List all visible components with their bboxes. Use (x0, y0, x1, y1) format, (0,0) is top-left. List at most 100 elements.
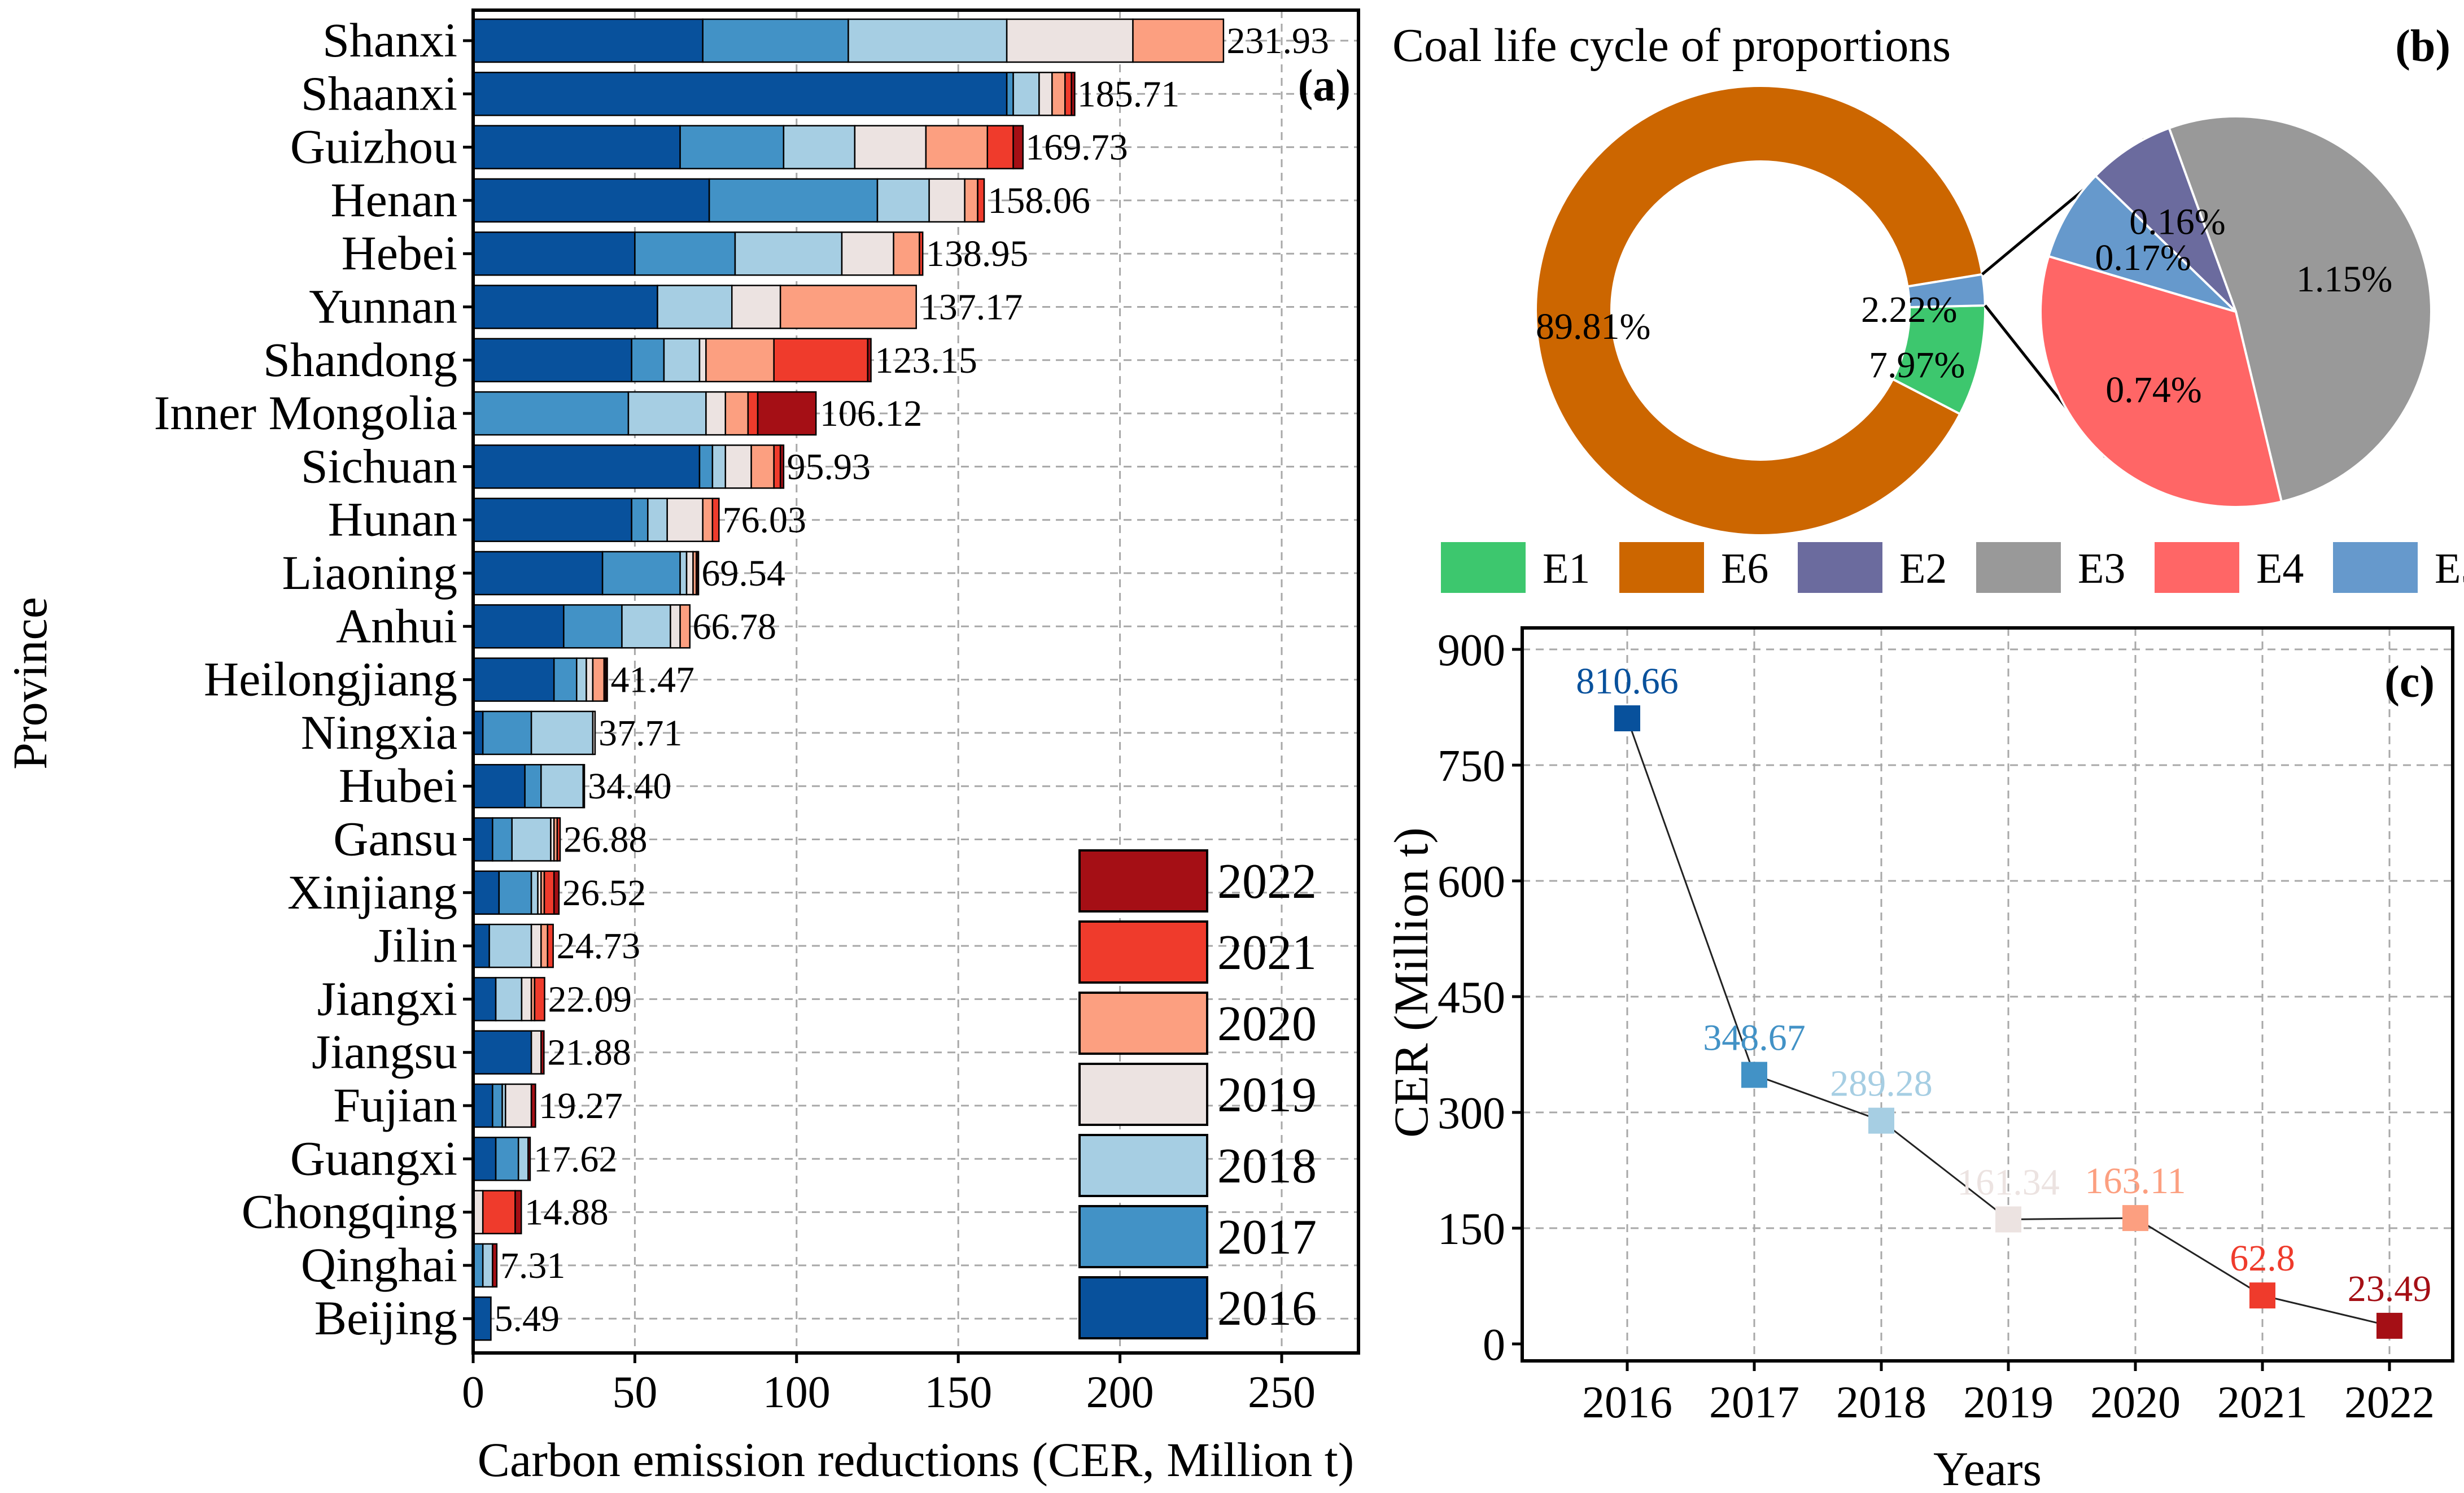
bar-total-label: 231.93 (1226, 20, 1329, 62)
bar-segment-2018 (876, 178, 930, 223)
bar-segment-2020 (592, 657, 605, 702)
legend-label-2019: 2019 (1217, 1068, 1317, 1123)
bar-segment-2019 (705, 391, 727, 436)
province-label: Guangxi (290, 1131, 457, 1185)
bar-segment-2017 (472, 391, 630, 436)
panel-c-y-axis-title: CER (Million t) (1384, 827, 1438, 1137)
breakout-label-E2: 0.16% (2129, 201, 2225, 242)
bar-segment-2022 (1071, 72, 1076, 116)
bar-segment-2021 (919, 231, 924, 276)
legend-label-E1: E1 (1543, 545, 1590, 592)
bar-segment-2016 (472, 178, 710, 223)
bar-segment-2016 (472, 1296, 492, 1341)
bar-segment-2020 (1132, 18, 1225, 63)
bar-total-label: 137.17 (920, 287, 1023, 328)
province-label: Jilin (374, 918, 457, 972)
data-label-2019: 161.34 (1957, 1162, 2060, 1203)
legend-label-E2: E2 (1899, 545, 1947, 592)
bar-segment-2020 (925, 125, 989, 169)
bar-total-label: 185.71 (1077, 73, 1180, 115)
bar-total-label: 37.71 (598, 713, 683, 754)
bar-segment-2021 (482, 1190, 516, 1234)
bar-segment-2017 (492, 1083, 503, 1128)
legend-swatch-E2 (1798, 542, 1882, 593)
data-label-2018: 289.28 (1830, 1063, 1933, 1105)
panel-c-gridlines (1522, 628, 2453, 1361)
bar-segment-2018 (530, 710, 594, 756)
bar-segment-2019 (731, 285, 781, 329)
province-label: Fujian (333, 1078, 457, 1132)
bar-total-label: 66.78 (693, 606, 777, 647)
legend-label-2018: 2018 (1217, 1139, 1317, 1194)
bar-segment-2016 (472, 444, 701, 489)
panel-a-bar-chart: 231.93 185.71 169.73 158.06 138.95 137.17 123.… (3, 8, 1360, 1487)
bar-total-label: 21.88 (547, 1032, 631, 1073)
bar-segment-2021 (773, 444, 781, 489)
data-point-2021 (2249, 1282, 2275, 1309)
bar-segment-2021 (986, 125, 1014, 169)
bar-segment-2016 (472, 1137, 497, 1181)
data-label-2022: 23.49 (2348, 1268, 2432, 1309)
panel-b-tag: (b) (2395, 21, 2450, 71)
legend-swatch-E5 (2333, 542, 2418, 593)
bar-segment-2021 (773, 338, 869, 383)
bar-segment-2018 (711, 444, 727, 489)
bar-segment-2017 (498, 870, 532, 915)
donut-label-E1: 7.97% (1869, 344, 1965, 386)
bar-segment-2018 (627, 391, 707, 436)
panel-b-donut (1535, 85, 1986, 536)
bar-segment-2018 (847, 18, 1008, 63)
bar-total-label: 123.15 (875, 340, 977, 381)
legend-swatch-2022 (1078, 849, 1208, 913)
bar-segment-2017 (601, 551, 681, 596)
data-point-2019 (1995, 1206, 2021, 1233)
legend-label-E3: E3 (2078, 545, 2125, 592)
bar-segment-2016 (472, 1030, 532, 1075)
bar-segment-2016 (472, 657, 555, 702)
bar-segment-2016 (472, 125, 681, 169)
bar-segment-2021 (547, 923, 554, 968)
bar-segment-2021 (711, 497, 720, 542)
bar-total-label: 24.73 (557, 926, 641, 967)
breakout-slice-E2 (2094, 126, 2237, 313)
bar-segment-2016 (472, 763, 526, 809)
data-point-2018 (1868, 1107, 1894, 1134)
bar-segment-2018 (783, 125, 856, 169)
bar-segment-2018 (657, 285, 733, 329)
bar-segment-2017 (698, 444, 714, 489)
bar-segment-2018 (621, 604, 671, 649)
bar-segment-2022 (527, 1137, 531, 1181)
legend-label-2020: 2020 (1217, 997, 1317, 1051)
bar-segment-2018 (576, 657, 587, 702)
breakout-slice-E5 (2047, 174, 2237, 313)
bar-segment-2016 (472, 923, 490, 968)
bar-segment-2017 (492, 817, 513, 862)
x-tick-label: 50 (612, 1368, 657, 1417)
bar-total-label: 22.09 (548, 979, 632, 1020)
panel-b-legend: E1 E6 E2 E3 E4 E5 (1441, 542, 2464, 593)
panel-b-slice-labels: 89.81% 7.97% 2.22% 1.15% 0.74% 0.17%0.16% (1536, 201, 2392, 411)
legend-swatch-2016 (1078, 1276, 1208, 1339)
breakout-label-E3: 1.15% (2296, 259, 2392, 300)
bar-segment-2022 (779, 444, 785, 489)
x-tick-label: 2019 (1963, 1378, 2054, 1427)
legend-swatch-E3 (1976, 542, 2061, 593)
province-label: Henan (331, 173, 457, 227)
province-label: Shandong (263, 333, 457, 387)
x-tick-label: 2018 (1836, 1378, 1926, 1427)
bar-segment-2021 (977, 178, 985, 223)
donut-slice-E6 (1535, 85, 1984, 536)
panel-b-pie-chart: Coal life cycle of proportions (b) 89.81… (1392, 19, 2464, 593)
bar-segment-2019 (670, 604, 681, 649)
province-label: Beijing (314, 1291, 457, 1345)
panel-c-x-axis: 2016 2017 2018 2019 2020 2021 2022 (1582, 1361, 2435, 1427)
x-tick-label: 2016 (1582, 1378, 1672, 1427)
data-label-2017: 348.67 (1703, 1017, 1806, 1058)
data-point-2017 (1741, 1062, 1767, 1088)
bar-segment-2017 (631, 497, 649, 542)
bar-segment-2018 (530, 870, 539, 915)
bar-segment-2021 (556, 817, 561, 862)
bar-segment-2017 (563, 604, 623, 649)
